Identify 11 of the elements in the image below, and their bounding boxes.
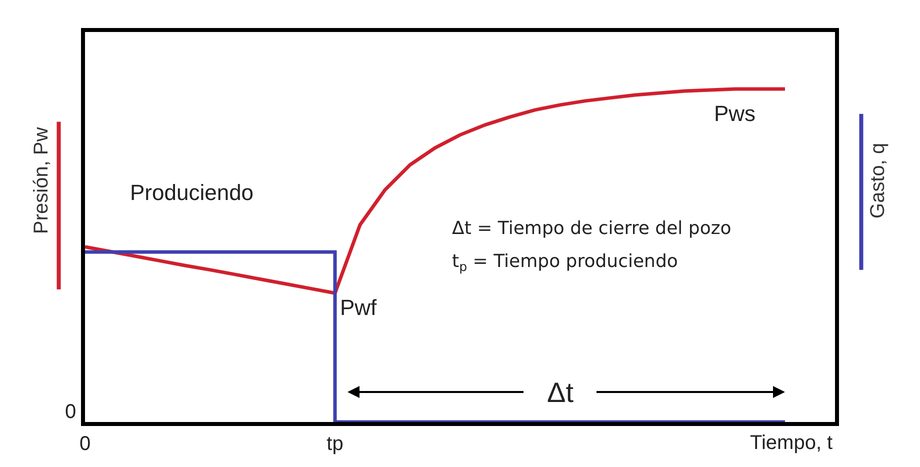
annotation: Δt xyxy=(547,377,574,408)
annotation: Pws xyxy=(714,101,756,126)
text: 0 xyxy=(65,401,76,423)
annotation: t$_{p}$ = Tiempo produciendo xyxy=(452,251,678,274)
x-axis-title: Tiempo, t xyxy=(750,432,834,454)
annotation: Produciendo xyxy=(130,180,254,205)
y2-axis-title: Gasto, q xyxy=(867,142,890,218)
x-tick-label: tp xyxy=(326,433,344,455)
annotation: Δt = Tiempo de cierre del pozo xyxy=(452,218,732,239)
annotation: Pwf xyxy=(340,295,378,320)
y-axis-title: Presión, Pw xyxy=(30,126,53,234)
